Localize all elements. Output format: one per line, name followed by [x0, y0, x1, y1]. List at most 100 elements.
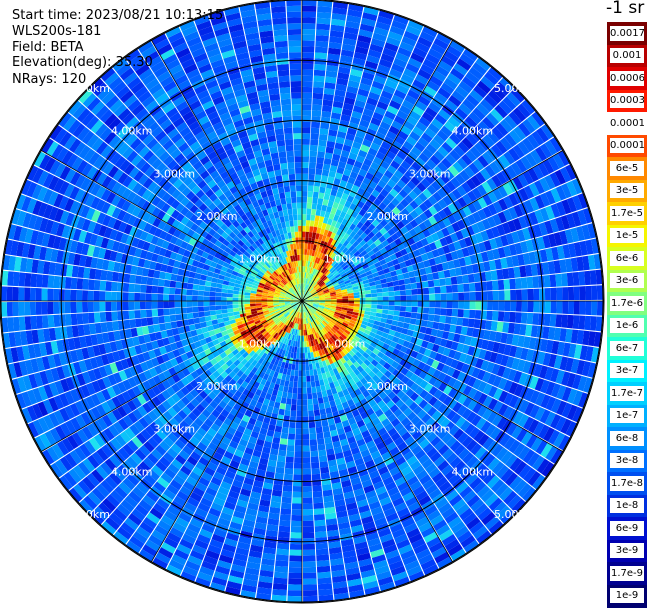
ray-gate — [302, 58, 314, 64]
ray-gate — [311, 209, 316, 215]
ray-gate — [306, 364, 310, 370]
ray-gate — [315, 531, 327, 538]
ray-gate — [312, 110, 322, 116]
ray-gate — [302, 127, 310, 133]
ray-gate — [129, 283, 135, 292]
ray-gate — [410, 277, 417, 283]
ray-gate — [292, 393, 297, 399]
ray-gate — [188, 319, 195, 325]
ray-gate — [303, 509, 313, 515]
ray-gate — [403, 273, 410, 279]
ray-gate — [282, 427, 289, 434]
ray-gate — [288, 590, 302, 596]
ray-gate — [318, 192, 324, 199]
ray-gate — [462, 275, 469, 284]
ray-gate — [305, 232, 309, 238]
ray-gate — [302, 156, 309, 162]
ray-gate — [82, 302, 88, 313]
ray-gate — [315, 526, 327, 533]
ray-gate — [276, 549, 289, 556]
ray-gate — [48, 315, 55, 328]
ray-gate — [276, 420, 283, 427]
ray-gate — [283, 421, 290, 428]
ray-gate — [377, 293, 383, 297]
ray-gate — [323, 164, 331, 171]
ray-gate — [318, 583, 332, 590]
ray-gate — [192, 290, 198, 296]
ray-gate — [71, 278, 78, 290]
ray-gate — [204, 286, 210, 291]
ray-gate — [42, 275, 49, 288]
ray-gate — [105, 291, 111, 301]
ray-gate — [289, 422, 295, 428]
ray-gate — [456, 276, 463, 284]
ray-gate — [294, 370, 298, 376]
ray-gate — [302, 359, 305, 365]
ray-gate — [165, 273, 172, 281]
ray-gate — [319, 455, 327, 462]
ray-gate — [400, 296, 406, 301]
ray-gate — [261, 301, 267, 303]
ray-gate — [222, 284, 228, 289]
ray-gate — [311, 456, 319, 462]
ray-gate — [299, 365, 302, 371]
ray-gate — [163, 308, 169, 315]
ray-gate — [389, 301, 395, 306]
ray-gate — [36, 316, 43, 329]
ray-gate — [556, 301, 562, 314]
ray-gate — [198, 301, 204, 306]
ray-gate — [584, 271, 591, 285]
ray-gate — [366, 297, 372, 300]
ray-gate — [7, 317, 14, 332]
ray-gate — [129, 310, 135, 319]
ray-gate — [112, 321, 119, 331]
ray-gate — [321, 175, 328, 182]
ray-gate — [295, 364, 299, 370]
ray-gate — [285, 462, 293, 468]
ray-gate — [556, 287, 562, 300]
ray-gate — [578, 271, 585, 285]
ray-gate — [302, 69, 313, 75]
ray-gate — [275, 467, 284, 474]
ray-gate — [302, 422, 308, 428]
ray-gate — [307, 203, 312, 209]
ray-gate — [439, 278, 446, 286]
ray-gate — [316, 210, 321, 216]
ray-gate — [302, 29, 315, 35]
ray-gate — [388, 287, 394, 292]
ray-gate — [319, 403, 325, 410]
ray-gate — [302, 93, 312, 99]
ray-gate — [392, 320, 399, 326]
ray-gate — [302, 365, 305, 371]
ray-gate — [192, 307, 198, 313]
ray-gate — [317, 392, 323, 399]
ray-gate — [432, 322, 439, 330]
ray-gate — [493, 291, 499, 301]
ray-gate — [309, 232, 313, 238]
ray-gate — [382, 287, 388, 292]
ray-gate — [318, 589, 333, 596]
ray-gate — [322, 426, 329, 433]
ray-gate — [299, 353, 302, 359]
ray-gate — [590, 316, 597, 331]
ray-gate — [198, 285, 204, 291]
ray-gate — [303, 590, 317, 596]
ray-gate — [306, 370, 310, 376]
ray-gate — [429, 301, 435, 307]
ray-gate — [377, 297, 383, 301]
ray-gate — [309, 364, 313, 370]
ray-gate — [302, 226, 306, 232]
ray-gate — [286, 456, 294, 462]
ray-gate — [53, 289, 59, 301]
ray-gate — [204, 306, 210, 311]
ray-gate — [129, 274, 136, 283]
ray-gate — [504, 312, 511, 322]
ray-gate — [452, 309, 458, 317]
ray-gate — [387, 315, 393, 320]
ray-gate — [441, 301, 447, 308]
ray-gate — [216, 310, 222, 315]
ray-gate — [140, 302, 146, 310]
ray-gate — [30, 288, 36, 301]
ray-gate — [302, 52, 314, 58]
ray-gate — [309, 428, 316, 434]
